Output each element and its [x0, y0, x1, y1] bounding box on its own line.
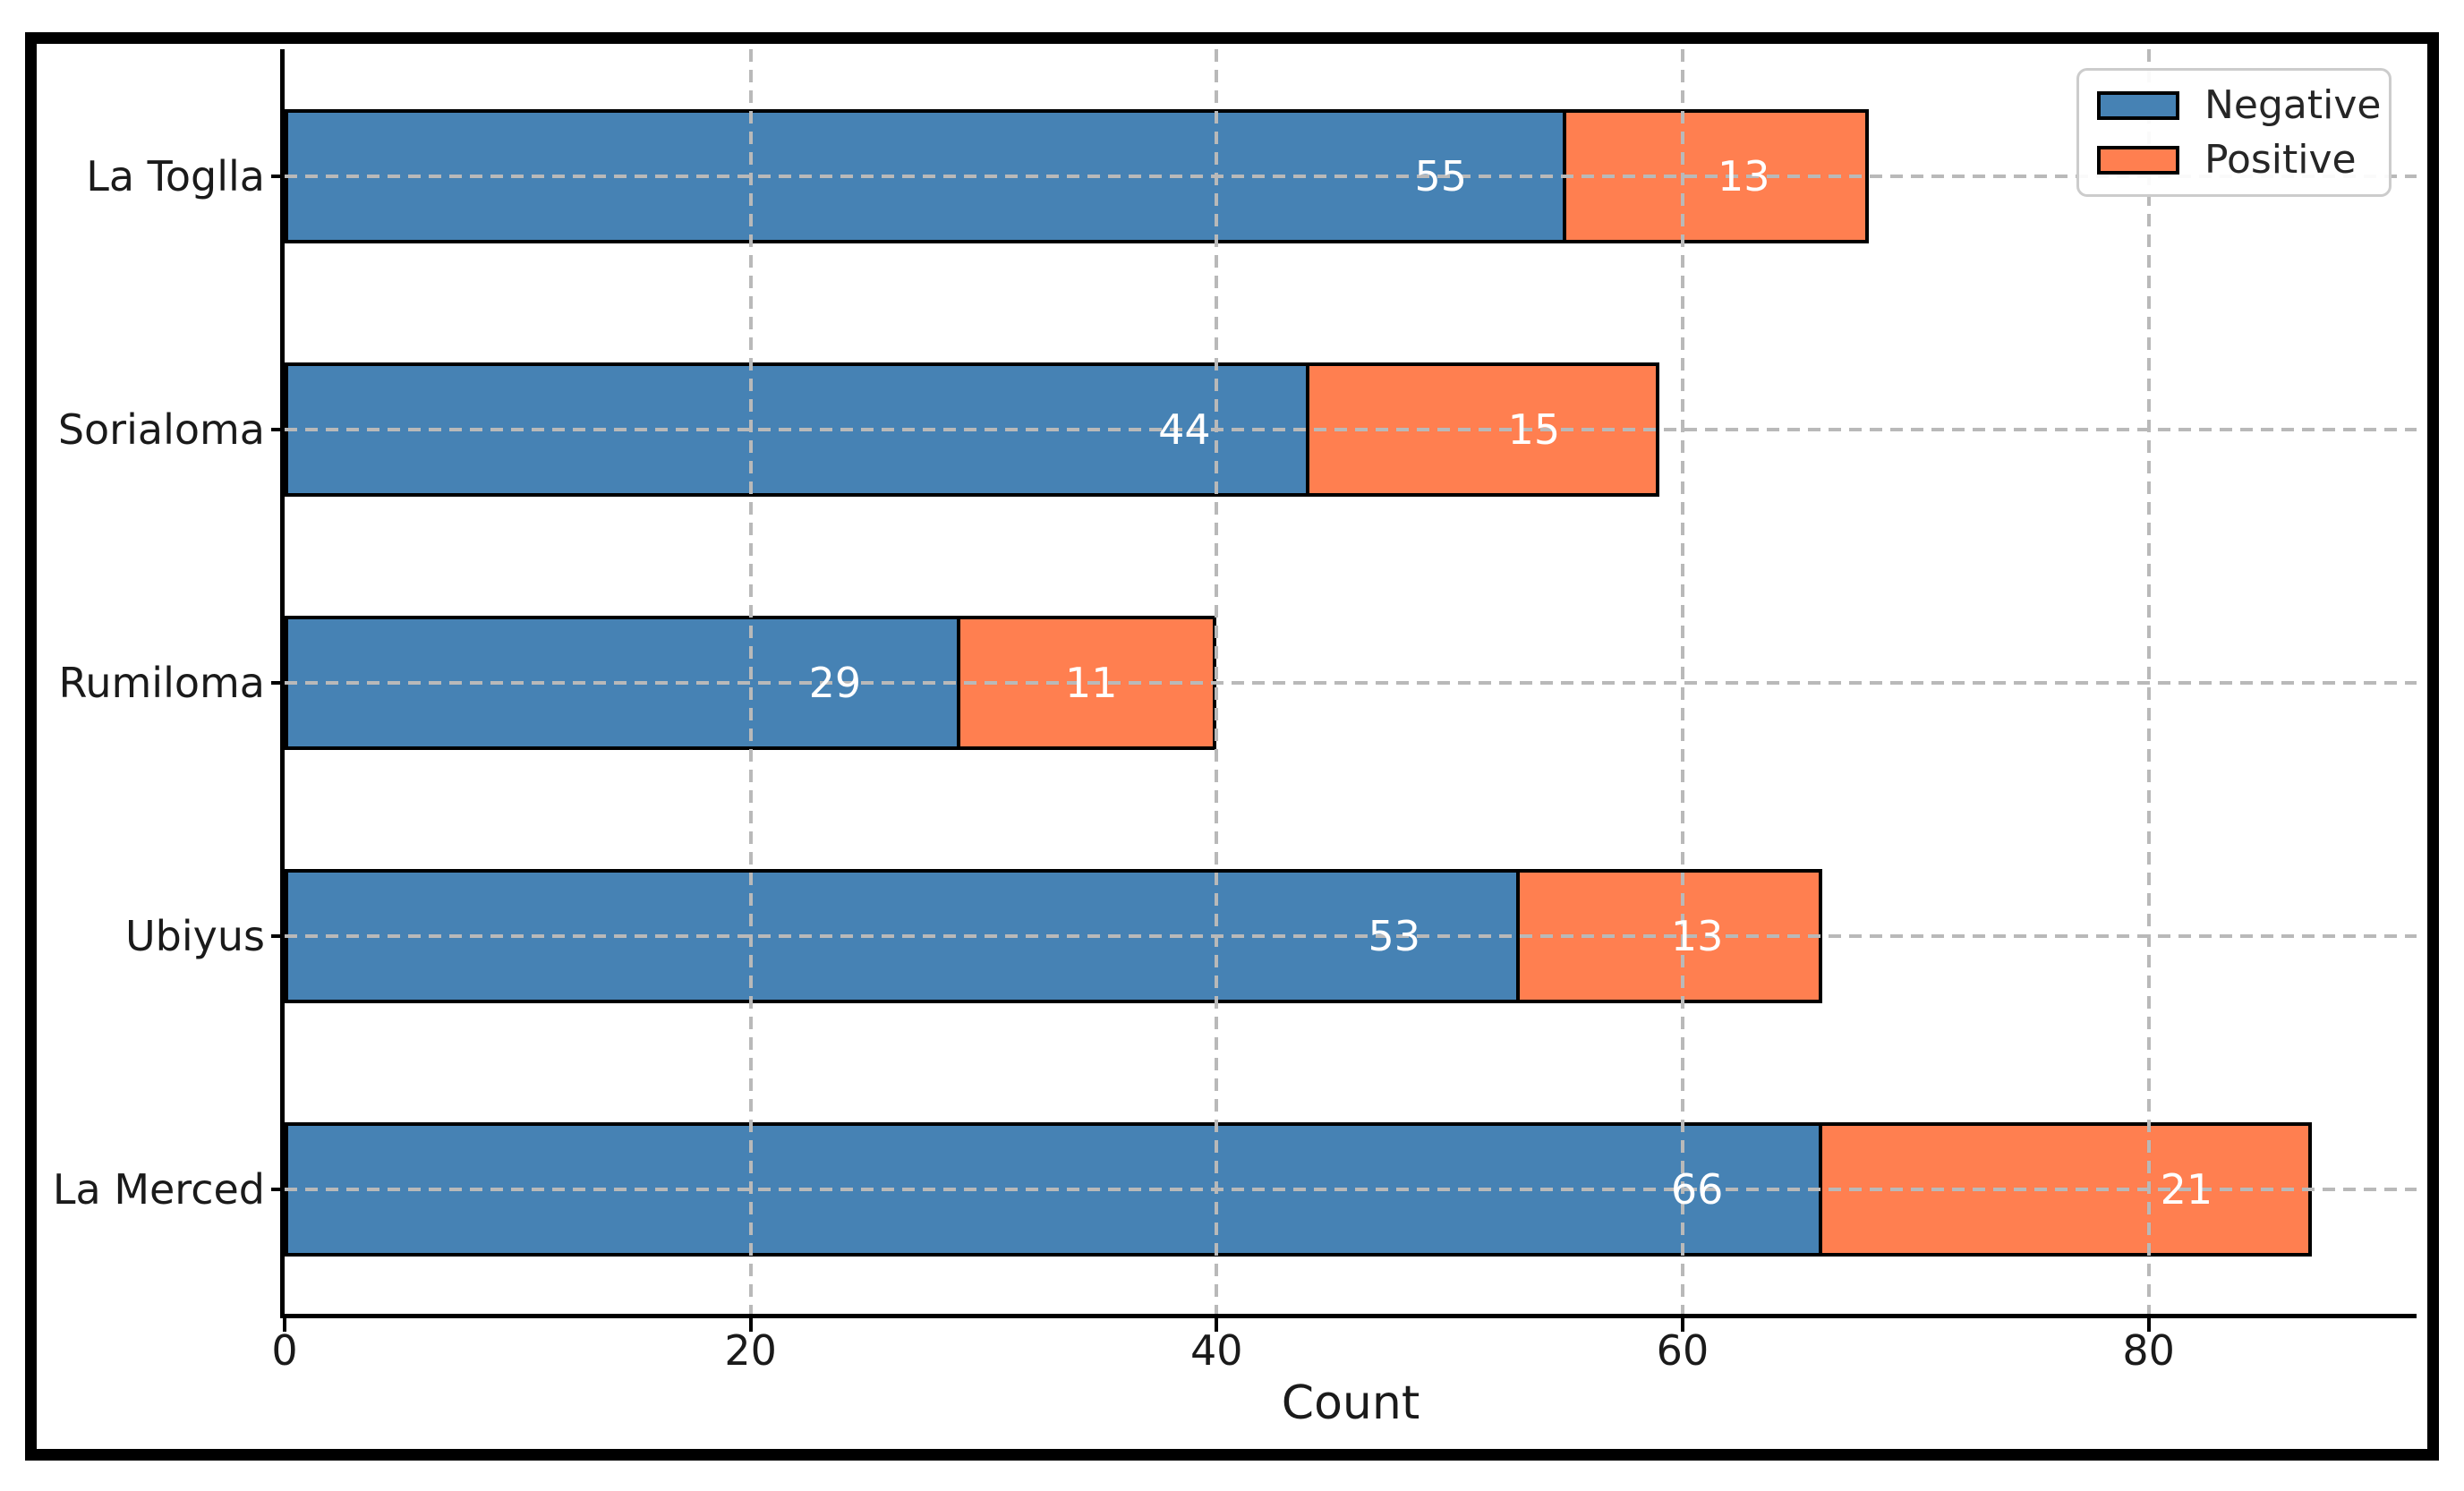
y-tick-mark-la-toglla — [271, 174, 285, 178]
x-tick-mark-0 — [283, 1318, 286, 1332]
x-tick-mark-20 — [748, 1318, 753, 1332]
y-tick-label-la-toglla: La Toglla — [86, 151, 265, 200]
x-axis-spine — [280, 1314, 2417, 1318]
x-axis-title: Count — [1281, 1376, 1420, 1430]
gridline-horizontal-la-merced — [285, 1187, 2417, 1191]
x-tick-mark-40 — [1215, 1318, 1219, 1332]
bar-value-label-positive-la-merced: 21 — [2160, 1164, 2213, 1214]
y-tick-label-rumiloma: Rumiloma — [58, 658, 265, 707]
bar-value-label-positive-rumiloma: 11 — [1065, 658, 1118, 707]
x-tick-label-80: 80 — [2122, 1326, 2175, 1375]
bar-value-label-positive-ubiyus: 13 — [1670, 911, 1724, 960]
bar-value-label-positive-la-toglla: 13 — [1717, 151, 1770, 200]
bar-value-label-negative-rumiloma: 29 — [808, 658, 862, 707]
bar-value-label-negative-ubiyus: 53 — [1368, 911, 1421, 960]
y-tick-mark-rumiloma — [271, 680, 285, 685]
x-tick-mark-80 — [2146, 1318, 2151, 1332]
legend-swatch-positive — [2097, 145, 2179, 175]
x-tick-label-40: 40 — [1190, 1326, 1243, 1375]
gridline-horizontal-sorialoma — [285, 427, 2417, 431]
y-axis-spine — [280, 49, 285, 1318]
gridline-horizontal-la-toglla — [285, 174, 2417, 178]
legend-item-positive: Positive — [2097, 136, 2389, 183]
legend-label-negative: Negative — [2204, 81, 2382, 128]
bar-value-label-negative-la-toglla: 55 — [1414, 151, 1468, 200]
y-tick-label-sorialoma: Sorialoma — [57, 405, 265, 454]
x-tick-label-0: 0 — [271, 1326, 298, 1375]
y-tick-mark-ubiyus — [271, 933, 285, 938]
y-tick-mark-la-merced — [271, 1187, 285, 1191]
y-tick-mark-sorialoma — [271, 427, 285, 431]
y-tick-label-la-merced: La Merced — [52, 1164, 265, 1214]
gridline-horizontal-ubiyus — [285, 933, 2417, 938]
x-tick-label-20: 20 — [724, 1326, 777, 1375]
x-tick-mark-60 — [1680, 1318, 1684, 1332]
bar-value-label-positive-sorialoma: 15 — [1507, 405, 1561, 454]
y-tick-label-ubiyus: Ubiyus — [125, 911, 265, 960]
figure-border — [25, 32, 2439, 1461]
bar-value-label-negative-la-merced: 66 — [1670, 1164, 1724, 1214]
gridline-horizontal-rumiloma — [285, 680, 2417, 685]
bar-value-label-negative-sorialoma: 44 — [1158, 405, 1211, 454]
legend-label-positive: Positive — [2204, 136, 2357, 183]
x-tick-label-60: 60 — [1656, 1326, 1709, 1375]
legend-swatch-negative — [2097, 90, 2179, 120]
legend: Negative Positive — [2076, 68, 2392, 197]
legend-item-negative: Negative — [2097, 81, 2389, 128]
